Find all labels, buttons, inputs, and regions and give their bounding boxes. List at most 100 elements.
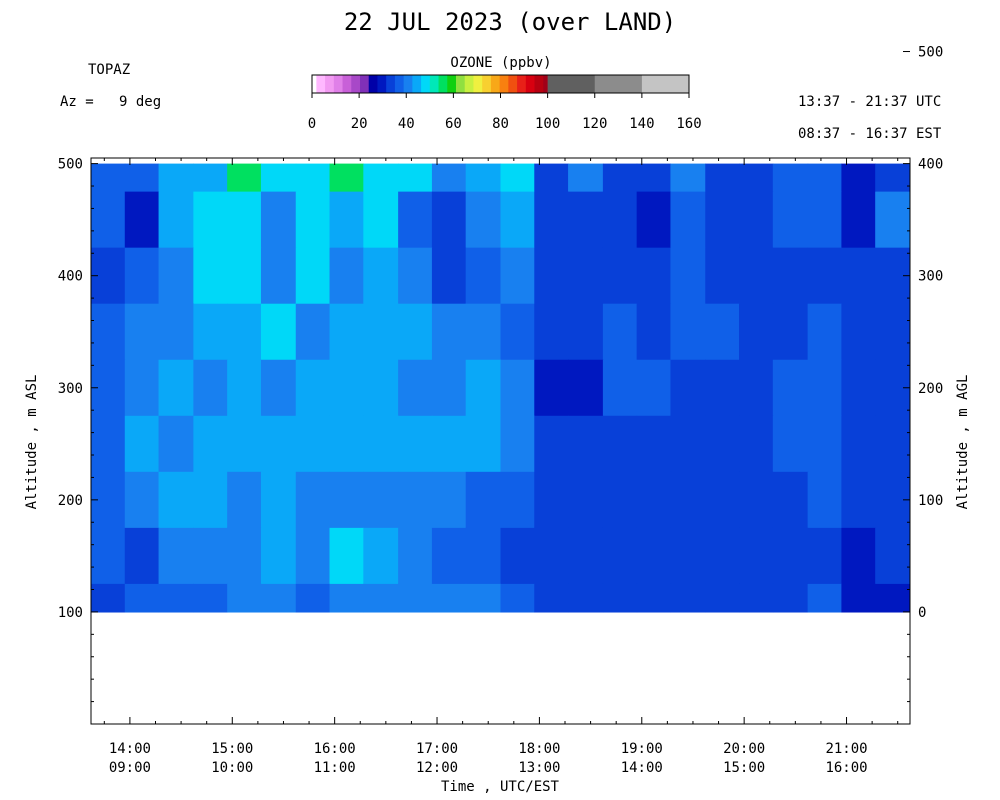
heatmap-cell bbox=[363, 247, 399, 305]
heatmap-cell bbox=[295, 247, 331, 305]
heatmap-cell bbox=[636, 191, 672, 249]
x-tick-label-est: 11:00 bbox=[314, 760, 356, 776]
heatmap-cell bbox=[329, 415, 364, 473]
heatmap-cell bbox=[500, 359, 535, 417]
x-tick-label-est: 12:00 bbox=[416, 760, 458, 776]
heatmap-cell bbox=[500, 247, 535, 305]
heatmap-cell bbox=[841, 191, 876, 249]
heatmap-cell bbox=[705, 359, 740, 417]
x-tick-label-est: 15:00 bbox=[723, 760, 765, 776]
x-tick-label-est: 14:00 bbox=[621, 760, 663, 776]
heatmap-cell bbox=[193, 527, 228, 585]
colorbar-tick-label: 20 bbox=[351, 116, 368, 132]
heatmap-cell bbox=[227, 471, 262, 529]
colorbar-swatch bbox=[543, 75, 549, 93]
y-tick-label-right: 300 bbox=[918, 269, 943, 285]
colorbar-swatch bbox=[316, 75, 326, 93]
heatmap-cell bbox=[260, 415, 297, 473]
heatmap-cell bbox=[91, 303, 126, 361]
heatmap-cell bbox=[875, 583, 910, 613]
heatmap-cell bbox=[739, 191, 774, 249]
heatmap-cell bbox=[295, 583, 331, 613]
heatmap-cell bbox=[193, 583, 228, 613]
heatmap-cell bbox=[875, 303, 910, 361]
heatmap-cell bbox=[295, 359, 331, 417]
x-tick-label-utc: 18:00 bbox=[518, 741, 560, 757]
heatmap-cell bbox=[772, 163, 809, 193]
heatmap-cell bbox=[193, 247, 228, 305]
heatmap-cell bbox=[670, 247, 706, 305]
colorbar-swatch bbox=[342, 75, 352, 93]
heatmap-cell bbox=[568, 415, 604, 473]
heatmap-cell bbox=[602, 583, 638, 613]
colorbar-swatch bbox=[386, 75, 396, 93]
heatmap-cell bbox=[739, 303, 774, 361]
heatmap-cell bbox=[329, 359, 364, 417]
heatmap-cell bbox=[705, 583, 740, 613]
heatmap-cell bbox=[739, 163, 774, 193]
station-name: TOPAZ bbox=[88, 62, 131, 78]
heatmap-cell bbox=[295, 415, 331, 473]
heatmap-cell bbox=[329, 471, 364, 529]
heatmap-cell bbox=[500, 191, 535, 249]
heatmap-cell bbox=[91, 163, 126, 193]
heatmap-cell bbox=[227, 583, 262, 613]
heatmap-cell bbox=[398, 415, 433, 473]
y-tick-label-right: 0 bbox=[918, 605, 926, 621]
colorbar-swatch bbox=[594, 75, 643, 93]
heatmap-cell bbox=[739, 247, 774, 305]
heatmap-cell bbox=[807, 471, 843, 529]
heatmap-cell bbox=[193, 471, 228, 529]
heatmap-cell bbox=[295, 527, 331, 585]
heatmap-cell bbox=[602, 163, 638, 193]
heatmap-cell bbox=[260, 583, 297, 613]
heatmap-cell bbox=[329, 191, 364, 249]
heatmap-cell bbox=[772, 471, 809, 529]
heatmap-cell bbox=[91, 583, 126, 613]
heatmap-cell bbox=[772, 247, 809, 305]
y-tick-label-left: 200 bbox=[58, 493, 83, 509]
heatmap-cell bbox=[431, 247, 467, 305]
heatmap-cell bbox=[568, 471, 604, 529]
heatmap-cells bbox=[91, 163, 910, 613]
heatmap-cell bbox=[636, 359, 672, 417]
heatmap-cell bbox=[636, 527, 672, 585]
heatmap-cell bbox=[91, 415, 126, 473]
heatmap-cell bbox=[329, 303, 364, 361]
est-time-range: 08:37 - 16:37 EST bbox=[798, 126, 942, 142]
x-tick-label-utc: 14:00 bbox=[109, 741, 151, 757]
colorbar-swatch bbox=[482, 75, 492, 93]
heatmap-cell bbox=[363, 359, 399, 417]
x-tick-label-est: 16:00 bbox=[825, 760, 867, 776]
heatmap-cell bbox=[465, 415, 502, 473]
heatmap-cell bbox=[602, 303, 638, 361]
heatmap-cell bbox=[568, 163, 604, 193]
heatmap-cell bbox=[465, 359, 502, 417]
heatmap-cell bbox=[158, 471, 194, 529]
heatmap-cell bbox=[739, 583, 774, 613]
heatmap-cell bbox=[124, 359, 160, 417]
heatmap-cell bbox=[363, 191, 399, 249]
colorbar-swatch bbox=[421, 75, 431, 93]
heatmap-cell bbox=[260, 163, 297, 193]
heatmap-cell bbox=[124, 191, 160, 249]
colorbar-tick-label: 60 bbox=[445, 116, 462, 132]
heatmap-cell bbox=[534, 471, 569, 529]
heatmap-cell bbox=[363, 471, 399, 529]
colorbar-swatch bbox=[394, 75, 405, 93]
colorbar-swatch bbox=[312, 75, 317, 93]
heatmap-cell bbox=[465, 303, 502, 361]
heatmap-cell bbox=[636, 471, 672, 529]
utc-time-range: 13:37 - 21:37 UTC bbox=[798, 94, 942, 110]
heatmap-cell bbox=[739, 527, 774, 585]
heatmap-cell bbox=[398, 471, 433, 529]
colorbar-swatch bbox=[447, 75, 457, 93]
heatmap-cell bbox=[465, 247, 502, 305]
heatmap-cell bbox=[431, 303, 467, 361]
heatmap-cell bbox=[772, 415, 809, 473]
heatmap-cell bbox=[158, 163, 194, 193]
colorbar-swatch bbox=[351, 75, 361, 93]
heatmap-cell bbox=[807, 163, 843, 193]
colorbar-swatch bbox=[473, 75, 483, 93]
y-axis-label-left: Altitude , m ASL bbox=[24, 374, 40, 510]
